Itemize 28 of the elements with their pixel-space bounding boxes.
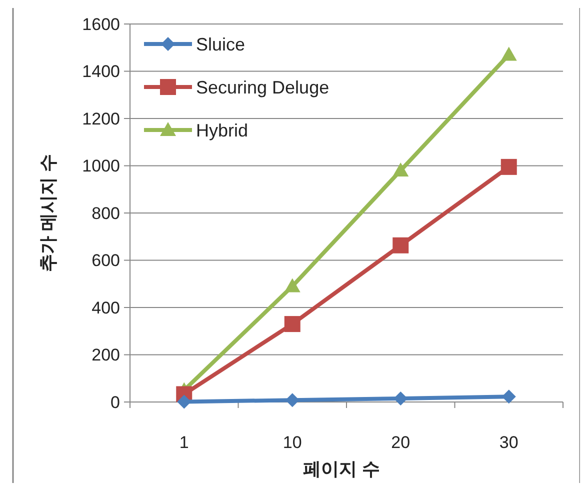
- point: [500, 158, 517, 175]
- y-tick-label: 1600: [82, 14, 120, 34]
- point: [502, 390, 516, 404]
- legend-label: Securing Deluge: [196, 77, 330, 98]
- y-tick-label: 200: [92, 346, 120, 365]
- y-tick-label: 400: [92, 298, 120, 318]
- y-tick-label: 0: [110, 392, 120, 412]
- x-tick-label: 1: [179, 433, 189, 452]
- point: [284, 278, 300, 292]
- x-tick-label: 10: [282, 433, 302, 452]
- y-tick-label: 600: [92, 251, 120, 270]
- point: [177, 394, 192, 409]
- x-axis-title: 페이지 수: [302, 459, 380, 479]
- point: [284, 316, 300, 332]
- point: [285, 393, 300, 408]
- y-axis-title: 추가 메시지 수: [38, 154, 58, 272]
- x-tick-label: 30: [499, 433, 518, 452]
- y-tick-label: 1200: [82, 109, 120, 128]
- y-tick-label: 1400: [82, 62, 120, 82]
- point: [392, 162, 409, 176]
- y-tick-label: 800: [92, 204, 120, 223]
- point: [394, 391, 408, 406]
- legend-label: Hybrid: [196, 120, 248, 140]
- y-tick-label: 1000: [82, 156, 120, 176]
- legend-label: Sluice: [196, 34, 246, 54]
- point: [500, 46, 517, 61]
- x-tick-label: 20: [391, 433, 410, 452]
- point: [392, 237, 409, 254]
